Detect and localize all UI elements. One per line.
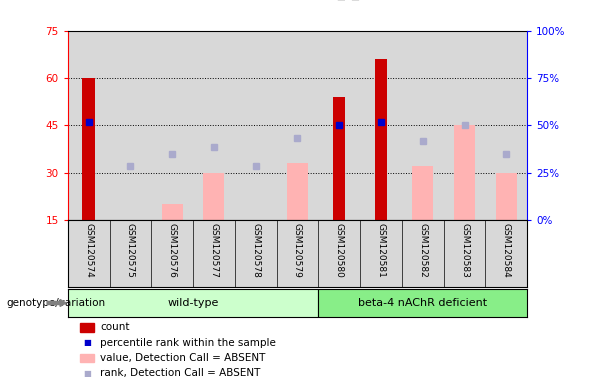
Text: value, Detection Call = ABSENT: value, Detection Call = ABSENT	[100, 353, 266, 363]
Text: beta-4 nAChR deficient: beta-4 nAChR deficient	[358, 298, 487, 308]
Bar	[110, 31, 151, 220]
Bar	[193, 31, 235, 220]
Bar	[444, 31, 485, 220]
Text: rank, Detection Call = ABSENT: rank, Detection Call = ABSENT	[100, 368, 260, 378]
Bar	[485, 31, 527, 220]
Bar	[454, 125, 475, 220]
Text: GSM120583: GSM120583	[460, 223, 469, 278]
Bar	[375, 59, 387, 220]
Bar	[235, 31, 277, 220]
Text: GSM120578: GSM120578	[251, 223, 260, 278]
Bar	[360, 31, 402, 220]
Bar	[412, 166, 433, 220]
Text: GSM120584: GSM120584	[502, 223, 511, 278]
Text: percentile rank within the sample: percentile rank within the sample	[100, 338, 276, 348]
Bar	[203, 173, 224, 220]
Text: GSM120574: GSM120574	[84, 223, 93, 278]
Bar	[162, 204, 183, 220]
Text: ■: ■	[83, 338, 91, 347]
Text: count: count	[100, 322, 130, 332]
Bar	[151, 31, 193, 220]
Text: GSM120582: GSM120582	[418, 223, 427, 278]
Bar	[82, 78, 95, 220]
Text: GSM120579: GSM120579	[293, 223, 302, 278]
Bar	[496, 173, 517, 220]
Text: GSM120576: GSM120576	[168, 223, 177, 278]
Text: wild-type: wild-type	[167, 298, 219, 308]
Bar	[287, 163, 308, 220]
Bar	[402, 31, 444, 220]
Text: GSM120575: GSM120575	[126, 223, 135, 278]
Text: ■: ■	[83, 369, 91, 378]
Text: GSM120580: GSM120580	[335, 223, 344, 278]
Bar	[318, 31, 360, 220]
Bar	[333, 97, 346, 220]
Bar	[68, 31, 110, 220]
Bar	[277, 31, 318, 220]
Text: GSM120577: GSM120577	[210, 223, 219, 278]
Text: genotype/variation: genotype/variation	[6, 298, 105, 308]
Text: GSM120581: GSM120581	[376, 223, 385, 278]
